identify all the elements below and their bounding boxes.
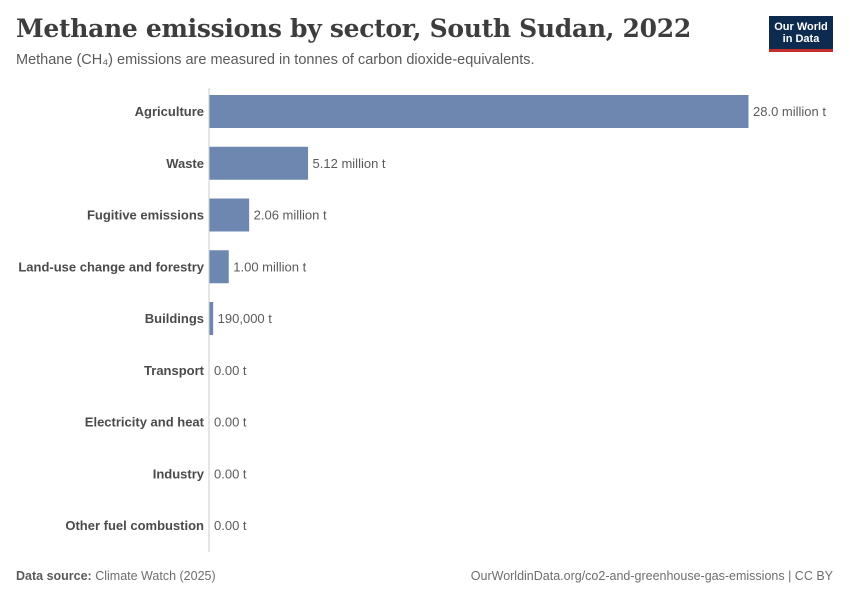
logo-line-2: in Data [782,33,820,45]
value-label: 5.12 million t [313,156,386,171]
data-source-link[interactable]: Climate Watch (2025) [95,569,216,583]
value-label: 0.00 t [214,363,247,378]
category-label: Waste [166,156,204,171]
logo-line-1: Our World [774,21,828,33]
owid-logo[interactable]: Our World in Data [769,16,833,52]
category-label: Agriculture [135,104,204,119]
chart-title: Methane emissions by sector, South Sudan… [16,14,691,43]
category-label: Fugitive emissions [87,208,204,223]
bar[interactable] [209,302,214,335]
data-source: Data source: Climate Watch (2025) [16,569,216,583]
category-label: Land-use change and forestry [18,259,204,274]
chart-subtitle: Methane (CH₄) emissions are measured in … [16,52,535,68]
value-label: 2.06 million t [254,208,327,223]
value-label: 28.0 million t [753,104,826,119]
bar[interactable] [209,198,250,232]
bar[interactable] [209,250,229,284]
value-label: 0.00 t [214,518,247,533]
value-label: 190,000 t [218,311,273,326]
value-label: 1.00 million t [233,259,306,274]
bar[interactable] [209,95,749,128]
category-label: Industry [153,466,205,481]
bar-chart: Agriculture 28.0 million t Waste 5.12 milli… [18,88,826,552]
data-source-label: Data source: [16,569,92,583]
category-label: Electricity and heat [85,415,205,430]
value-label: 0.00 t [214,415,247,430]
value-label: 0.00 t [214,466,247,481]
category-label: Buildings [145,311,204,326]
category-label: Transport [144,363,205,378]
bar[interactable] [209,146,309,180]
source-url[interactable]: OurWorldinData.org/co2-and-greenhouse-ga… [470,569,833,583]
category-label: Other fuel combustion [65,518,204,533]
